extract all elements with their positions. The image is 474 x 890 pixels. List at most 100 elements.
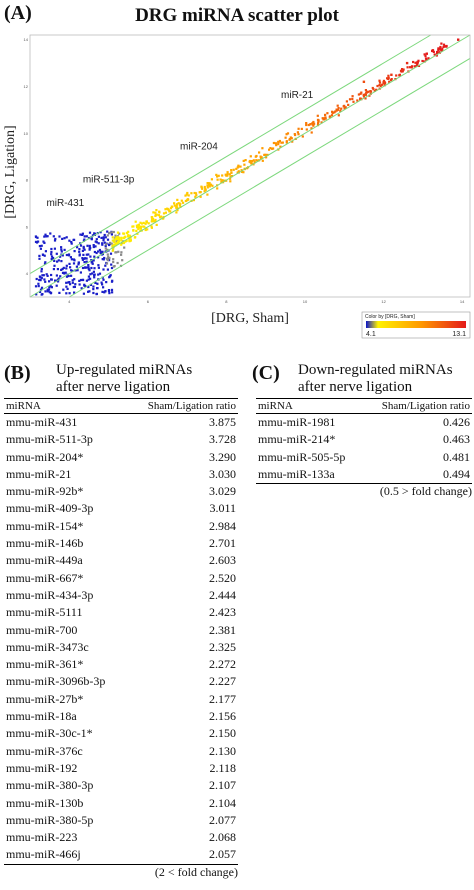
table-b-row: mmu-miR-192 2.118 bbox=[4, 760, 238, 777]
guide-line-identity bbox=[29, 34, 471, 298]
scatter-plot: 4 6 8 10 12 14 4 6 8 10 12 14 miR-21 miR-204 miR-511-… bbox=[3, 34, 471, 339]
mirna-name: mmu-miR-130b bbox=[6, 795, 84, 810]
data-point bbox=[334, 110, 337, 113]
x-tick-label: 6 bbox=[147, 299, 150, 304]
data-point bbox=[424, 55, 427, 58]
data-point bbox=[44, 280, 47, 283]
data-point bbox=[198, 191, 201, 194]
y-tick-label: 12 bbox=[24, 84, 29, 89]
data-point bbox=[106, 234, 109, 237]
data-point bbox=[67, 254, 71, 257]
data-point bbox=[43, 262, 47, 265]
ratio-value: 2.603 bbox=[209, 553, 236, 568]
data-point bbox=[376, 84, 379, 88]
data-point bbox=[71, 269, 74, 272]
data-point bbox=[102, 286, 105, 289]
data-point bbox=[164, 211, 167, 214]
data-point bbox=[79, 271, 82, 274]
y-tick-label: 4 bbox=[26, 271, 29, 276]
data-point bbox=[128, 240, 131, 243]
data-point bbox=[259, 155, 262, 158]
data-point bbox=[85, 235, 88, 238]
data-point bbox=[96, 287, 99, 290]
table-b-title-line1: Up-regulated miRNAs bbox=[56, 362, 193, 378]
data-point bbox=[82, 247, 85, 250]
data-point bbox=[83, 283, 86, 286]
data-point bbox=[240, 170, 244, 173]
data-point bbox=[101, 242, 104, 245]
data-point bbox=[40, 270, 43, 273]
mirna-name: mmu-miR-27b* bbox=[6, 691, 84, 706]
data-point bbox=[59, 255, 62, 258]
panel-label-a: (A) bbox=[4, 2, 32, 24]
data-point bbox=[93, 274, 96, 277]
mirna-name: mmu-miR-21 bbox=[6, 466, 72, 481]
data-point bbox=[84, 285, 87, 288]
table-c-footnote: (0.5 > fold change) bbox=[379, 484, 472, 499]
data-point bbox=[239, 165, 242, 168]
guide-line-lower bbox=[69, 57, 471, 298]
data-point bbox=[64, 271, 67, 274]
data-point bbox=[415, 64, 418, 67]
mirna-name: mmu-miR-431 bbox=[6, 415, 78, 429]
data-point bbox=[102, 236, 105, 239]
data-point bbox=[371, 86, 374, 90]
data-point bbox=[226, 171, 229, 174]
data-point bbox=[139, 221, 142, 224]
data-point bbox=[170, 205, 173, 208]
data-point bbox=[71, 279, 74, 282]
data-point bbox=[324, 117, 327, 120]
data-point bbox=[91, 261, 94, 264]
data-point bbox=[280, 141, 283, 144]
data-point bbox=[50, 273, 53, 277]
data-point bbox=[38, 245, 41, 248]
data-point bbox=[99, 252, 102, 255]
data-point bbox=[35, 293, 38, 296]
table-b-header: miRNA Sham/Ligation ratio bbox=[4, 398, 238, 414]
data-point bbox=[50, 278, 53, 281]
data-point bbox=[65, 281, 68, 284]
color-scale: Color by [DRG, Sham] 4.1 13.1 bbox=[361, 311, 471, 339]
data-point bbox=[168, 210, 171, 213]
data-point bbox=[135, 224, 138, 227]
data-point bbox=[221, 174, 224, 177]
data-point bbox=[75, 265, 78, 268]
color-scale-min: 4.1 bbox=[366, 331, 376, 338]
data-point bbox=[44, 290, 47, 293]
data-point bbox=[329, 115, 332, 118]
data-point bbox=[388, 80, 391, 83]
data-point bbox=[410, 65, 414, 68]
data-point bbox=[106, 238, 110, 241]
data-point bbox=[331, 110, 334, 113]
data-point bbox=[81, 249, 84, 252]
x-tick-label: 14 bbox=[460, 299, 465, 304]
data-point bbox=[92, 285, 95, 288]
data-point bbox=[44, 261, 47, 264]
data-point bbox=[250, 160, 254, 163]
data-point bbox=[37, 285, 40, 288]
data-point bbox=[92, 288, 95, 291]
data-point bbox=[201, 187, 204, 190]
data-point bbox=[305, 128, 308, 131]
data-point bbox=[220, 181, 223, 184]
ratio-value: 2.156 bbox=[209, 709, 236, 724]
data-point bbox=[177, 202, 180, 205]
data-point bbox=[236, 166, 239, 169]
data-point bbox=[72, 238, 75, 241]
data-point bbox=[92, 244, 95, 247]
data-point bbox=[62, 288, 65, 291]
data-point bbox=[330, 114, 334, 117]
data-point bbox=[88, 248, 91, 251]
data-point bbox=[175, 211, 178, 214]
data-point bbox=[274, 142, 277, 145]
data-point bbox=[70, 258, 73, 261]
data-point bbox=[85, 253, 88, 256]
table-c-title-line1: Down-regulated miRNAs bbox=[298, 362, 453, 378]
data-point bbox=[50, 258, 53, 261]
data-point bbox=[215, 173, 218, 176]
data-point bbox=[89, 255, 92, 258]
data-point bbox=[40, 267, 43, 271]
data-point bbox=[73, 291, 76, 294]
data-point bbox=[88, 244, 91, 247]
data-point bbox=[285, 140, 288, 143]
